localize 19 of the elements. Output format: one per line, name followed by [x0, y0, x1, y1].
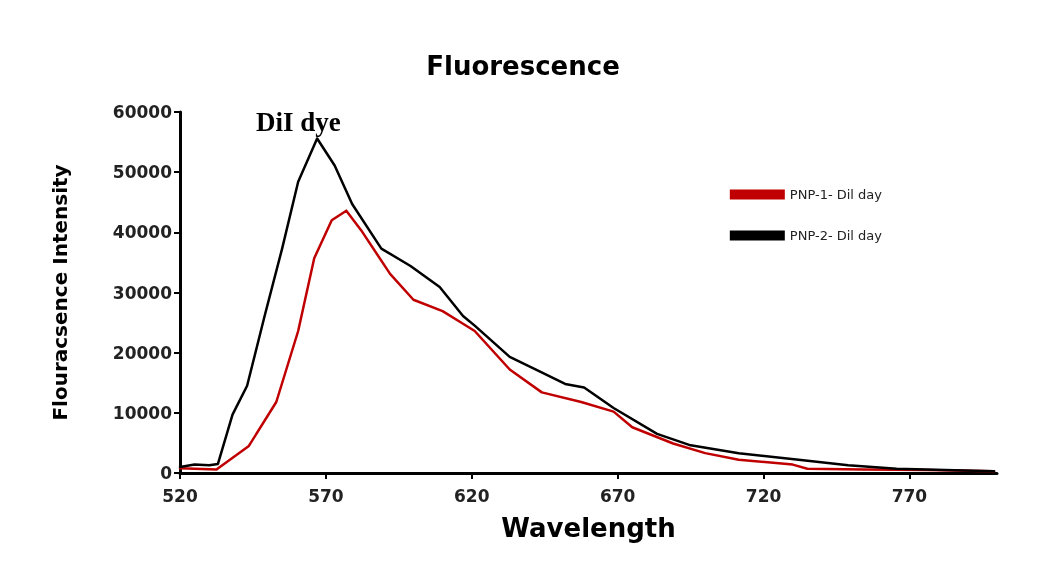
annotation: DiI dye — [256, 106, 341, 137]
legend-label: PNP-1- Dil day — [789, 187, 883, 202]
y-tick-label: 40000 — [112, 222, 173, 243]
y-tick-label: 20000 — [112, 342, 173, 363]
x-tick-label: 520 — [162, 485, 198, 506]
y-tick-label: 0 — [160, 463, 173, 483]
x-tick-label: 620 — [454, 485, 490, 506]
y-axis-title: Flouracsence Intensity — [48, 164, 72, 421]
chart-title: Fluorescence — [426, 51, 620, 81]
legend-label: PNP-2- Dil day — [789, 228, 883, 243]
y-tick-label: 10000 — [112, 402, 173, 423]
x-tick-label: 770 — [891, 485, 928, 506]
x-tick-label: 670 — [599, 485, 636, 506]
y-tick-label: 60000 — [112, 102, 173, 122]
x-tick-label: 720 — [745, 485, 782, 506]
y-tick-label: 30000 — [112, 282, 173, 303]
y-tick-label: 50000 — [112, 162, 173, 183]
x-tick-label: 570 — [308, 485, 344, 506]
x-axis-title: Wavelength — [501, 513, 676, 543]
